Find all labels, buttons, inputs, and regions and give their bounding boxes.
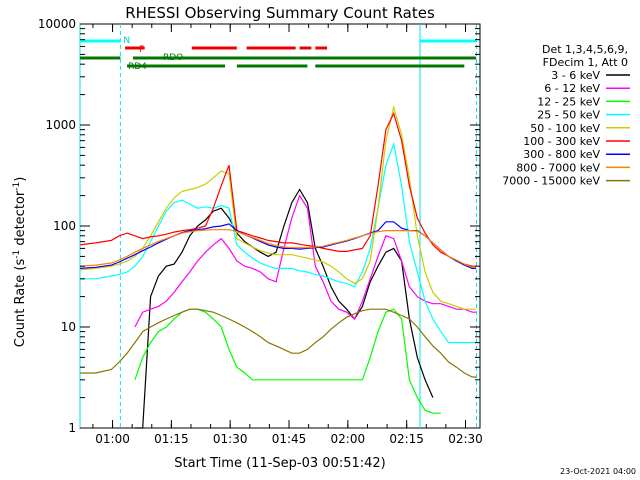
series-line — [79, 111, 477, 267]
x-tick-label: 01:00 — [95, 432, 130, 446]
legend-entry-label: 12 - 25 keV — [537, 95, 600, 108]
series-line — [79, 229, 477, 268]
legend-entry-label: 3 - 6 keV — [551, 69, 600, 82]
footer-timestamp: 23-Oct-2021 04:00 — [560, 467, 636, 476]
legend-entry-label: 50 - 100 keV — [530, 122, 600, 135]
legend-entry-label: 7000 - 15000 keV — [502, 175, 600, 188]
chart-title: RHESSI Observing Summary Count Rates — [125, 4, 435, 22]
series-layer — [79, 104, 477, 429]
x-tick-label: 01:45 — [272, 432, 307, 446]
y-tick-label: 10 — [61, 320, 76, 334]
series-line — [134, 188, 434, 429]
legend-entry-label: 25 - 50 keV — [537, 109, 600, 122]
flag-bars: NF RDO RD4 — [80, 36, 477, 72]
x-tick-label: 01:30 — [213, 432, 248, 446]
rd4-flag-label: RD4 — [128, 62, 147, 72]
legend: Det 1,3,4,5,6,9,FDecim 1, Att 03 - 6 keV… — [502, 43, 630, 188]
night-flag-label: N — [123, 36, 130, 46]
x-tick-label: 02:15 — [389, 432, 424, 446]
y-tick-label: 100 — [53, 219, 76, 233]
legend-entry-label: 6 - 12 keV — [544, 82, 600, 95]
legend-entry-label: 800 - 7000 keV — [516, 161, 600, 174]
legend-entry-label: 100 - 300 keV — [523, 135, 600, 148]
series-line — [80, 141, 477, 344]
y-tick-label: 10000 — [38, 17, 76, 31]
y-axis-label: Count Rate (s-1 detector-1) — [12, 177, 28, 348]
series-line — [79, 104, 477, 310]
series-line — [134, 308, 441, 414]
x-axis: 01:00 01:15 01:30 01:45 02:00 02:15 02:30 — [92, 24, 483, 446]
x-tick-label: 02:30 — [448, 432, 483, 446]
y-tick-label: 1 — [68, 421, 76, 435]
x-axis-label: Start Time (11-Sep-03 00:51:42) — [174, 456, 385, 471]
y-tick-label: 1000 — [45, 118, 76, 132]
legend-header: Det 1,3,4,5,6,9, — [542, 43, 628, 56]
x-tick-label: 01:15 — [154, 432, 189, 446]
y-axis: 1 10 100 1000 10000 — [38, 17, 480, 435]
flare-flag-label: F — [139, 45, 144, 55]
x-tick-label: 02:00 — [331, 432, 366, 446]
series-line — [80, 308, 477, 378]
series-line — [134, 194, 477, 328]
rdo-flag-label: RDO — [163, 53, 183, 63]
legend-header: FDecim 1, Att 0 — [543, 56, 628, 69]
legend-entry-label: 300 - 800 keV — [523, 148, 600, 161]
